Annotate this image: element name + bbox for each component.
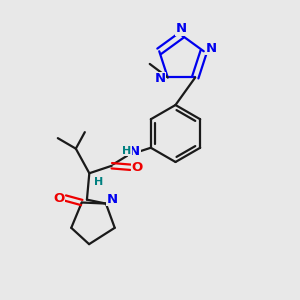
Text: O: O: [53, 191, 64, 205]
Text: H: H: [94, 177, 103, 187]
Text: N: N: [176, 22, 187, 35]
Text: N: N: [107, 193, 118, 206]
Text: H: H: [122, 146, 131, 156]
Text: N: N: [129, 145, 140, 158]
Text: N: N: [155, 72, 166, 86]
Text: O: O: [131, 161, 142, 174]
Text: N: N: [206, 42, 217, 55]
